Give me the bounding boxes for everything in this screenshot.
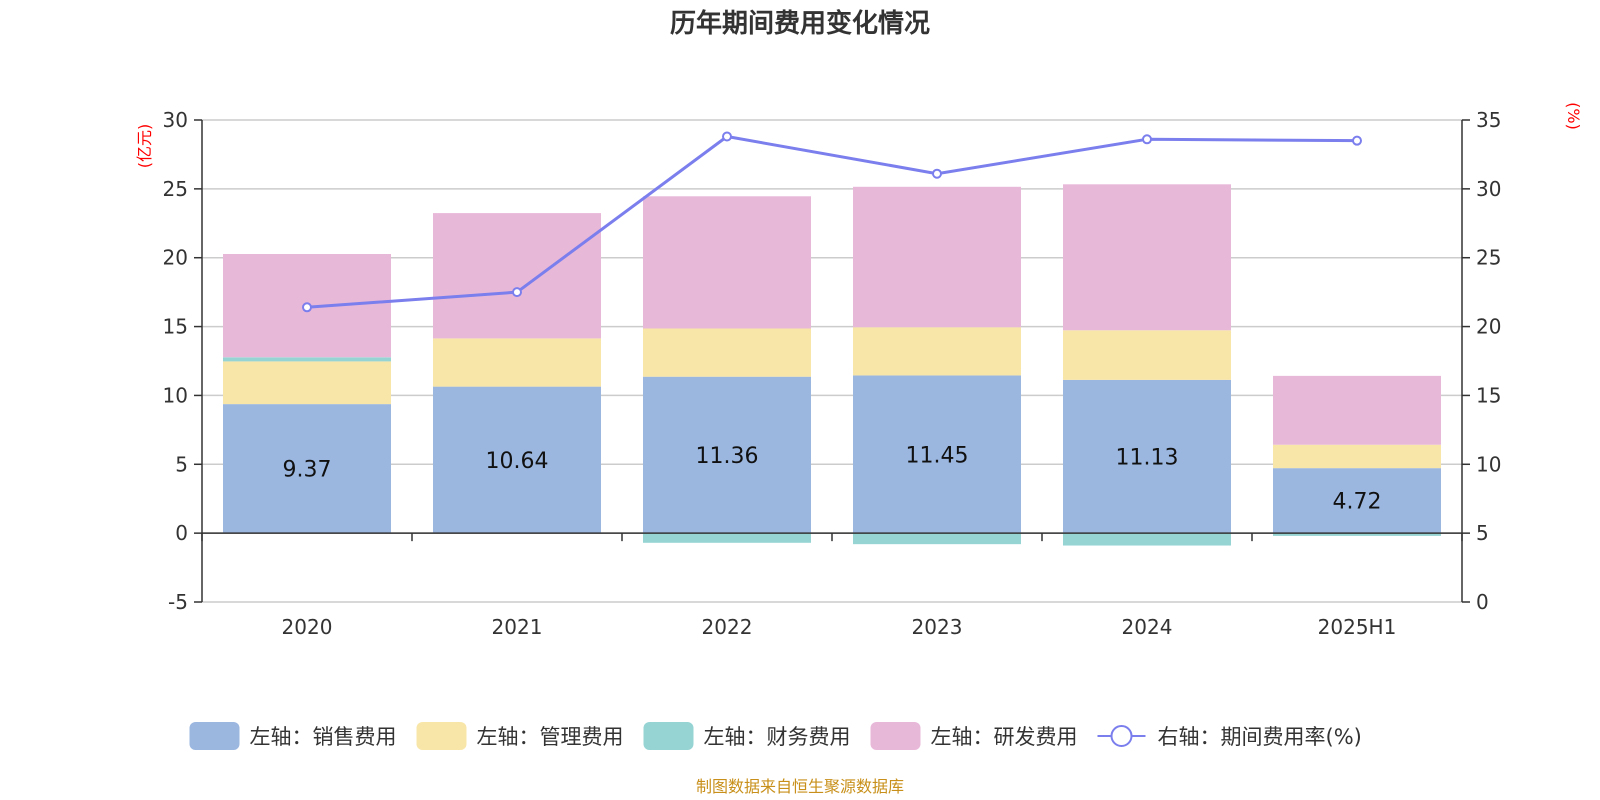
data-labels: 9.37 10.64 11.36 11.45 11.13 4.72: [283, 443, 1382, 514]
bar: [853, 533, 1021, 545]
right-tick-label: 5: [1476, 521, 1489, 545]
x-tick-label: 2020: [282, 615, 333, 639]
bar-data-label: 11.13: [1116, 446, 1179, 471]
bar-data-label: 9.37: [283, 458, 332, 483]
bar: [1063, 533, 1231, 546]
x-tick-label: 2025H1: [1318, 615, 1397, 639]
legend-label: 左轴：管理费用: [477, 725, 624, 749]
right-tick-label: 20: [1476, 315, 1501, 339]
left-tick-label: 20: [163, 246, 188, 270]
rate-point: [1352, 135, 1362, 146]
bar: [1273, 533, 1441, 536]
right-tick-label: 10: [1476, 452, 1501, 476]
right-axis-unit: (%): [1564, 102, 1583, 130]
right-tick-label: 0: [1476, 590, 1489, 614]
rate-point: [302, 302, 312, 313]
right-tick-label: 35: [1476, 108, 1501, 132]
bar: [643, 533, 811, 543]
left-axis-unit: (亿元): [135, 124, 154, 169]
bar: [643, 328, 811, 377]
legend-swatch: [416, 722, 467, 750]
left-tick-label: 5: [175, 452, 188, 476]
bar-series: [223, 184, 1441, 546]
left-tick-label: 10: [163, 383, 188, 407]
rate-point: [1142, 134, 1152, 145]
bar-data-label: 10.64: [486, 449, 549, 474]
bar: [1273, 444, 1441, 469]
right-tick-label: 25: [1476, 246, 1501, 270]
bar: [223, 404, 391, 534]
left-tick-label: 25: [163, 177, 188, 201]
legend: 左轴：销售费用 左轴：管理费用 左轴：财务费用 左轴：研发费用 右轴：期间费用率(%): [189, 722, 1362, 750]
bar: [1063, 330, 1231, 380]
bar: [1063, 184, 1231, 331]
legend-circle-icon: [1110, 725, 1133, 747]
rate-point: [512, 287, 522, 298]
bar: [433, 338, 601, 387]
right-tick-label: 15: [1476, 383, 1501, 407]
left-tick-label: -5: [168, 590, 188, 614]
bar-data-label: 11.45: [906, 443, 969, 468]
bar: [223, 361, 391, 405]
bar: [1063, 379, 1231, 534]
chart-title: 历年期间费用变化情况: [670, 8, 930, 39]
legend-label: 左轴：财务费用: [704, 725, 851, 749]
bar: [853, 186, 1021, 328]
legend-swatch: [189, 722, 240, 750]
bar: [853, 375, 1021, 534]
bar: [1273, 375, 1441, 445]
bar: [643, 196, 811, 329]
left-tick-label: 0: [175, 521, 188, 545]
source-note: 制图数据来自恒生聚源数据库: [696, 777, 904, 796]
x-tick-label: 2024: [1122, 615, 1173, 639]
rate-point: [722, 131, 732, 142]
legend-label: 左轴：研发费用: [931, 725, 1078, 749]
bar-data-label: 4.72: [1333, 490, 1382, 515]
left-tick-label: 15: [163, 315, 188, 339]
axes: -5 0 5 10 15 20 25 30 0 5 10 15 20 25 30 35 2020 2021 2022…: [163, 108, 1502, 639]
bar: [223, 357, 391, 362]
left-tick-label: 30: [163, 108, 188, 132]
x-tick-label: 2021: [492, 615, 543, 639]
x-tick-label: 2023: [912, 615, 963, 639]
bar: [433, 386, 601, 534]
rate-point: [932, 168, 942, 179]
bar: [1273, 468, 1441, 534]
legend-label: 左轴：销售费用: [250, 725, 397, 749]
legend-swatch: [643, 722, 694, 750]
legend-swatch: [870, 722, 921, 750]
x-tick-label: 2022: [702, 615, 753, 639]
right-tick-label: 30: [1476, 177, 1501, 201]
bar: [643, 376, 811, 534]
bar: [853, 327, 1021, 376]
rate-line-series: [302, 131, 1362, 313]
bar: [433, 213, 601, 339]
legend-label: 右轴：期间费用率(%): [1158, 725, 1362, 749]
bar-data-label: 11.36: [696, 444, 759, 469]
rate-line: [306, 134, 1358, 309]
